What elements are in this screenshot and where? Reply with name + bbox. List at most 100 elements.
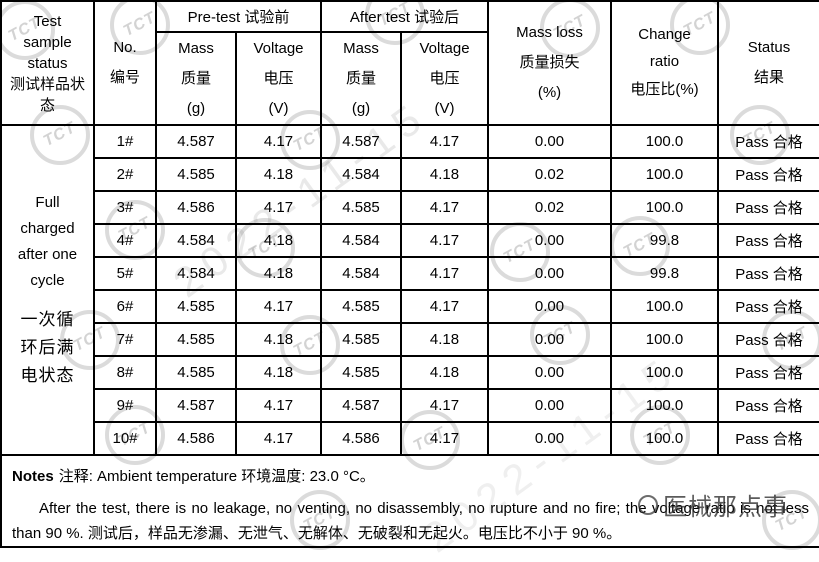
cell-after-voltage: 4.18 [399, 355, 490, 390]
cell-status: Pass 合格 [717, 322, 819, 357]
col-header-pre-voltage: Voltage 电压 (V) [235, 31, 322, 126]
cell-after-mass: 4.585 [320, 190, 402, 225]
header-test-sample-status-zh: 测试样品状态 [10, 75, 86, 114]
cell-pre-voltage: 4.17 [235, 124, 322, 159]
header-test-sample-status-en: Test sample status [23, 12, 72, 72]
cell-mass-loss: 0.00 [487, 388, 613, 423]
sample-status-zh: 一次循环后满电状态 [20, 310, 75, 385]
header-voltage-zh: 电压 [429, 69, 460, 87]
cell-change-ratio: 100.0 [610, 388, 720, 423]
cell-after-mass: 4.587 [320, 388, 402, 423]
header-change-ratio-en: Change ratio [638, 26, 691, 70]
cell-after-mass: 4.585 [320, 355, 402, 390]
notes-row: Notes 注释: Ambient temperature 环境温度: 23.0 … [0, 454, 819, 548]
header-mass-loss-en: Mass loss [516, 24, 583, 41]
header-mass-en: Mass [178, 39, 214, 57]
header-mass-zh: 质量 [345, 69, 376, 87]
cell-pre-mass: 4.587 [155, 388, 237, 423]
notes-line1: Notes 注释: Ambient temperature 环境温度: 23.0 … [12, 465, 809, 489]
notes-label: Notes [12, 468, 54, 485]
col-header-test-sample-status: Test sample status 测试样品状态 [0, 0, 95, 126]
cell-after-mass: 4.584 [320, 223, 402, 258]
cell-no: 3# [93, 190, 157, 225]
cell-mass-loss: 0.02 [487, 157, 613, 192]
cell-pre-voltage: 4.18 [235, 355, 322, 390]
table-row: 4# 4.584 4.18 4.584 4.17 0.00 99.8 Pass 合格 [1, 223, 819, 258]
header-row-1: Test sample status 测试样品状态 No. 编号 Pre-tes… [0, 0, 819, 126]
cell-mass-loss: 0.00 [487, 322, 613, 357]
cell-change-ratio: 100.0 [610, 322, 720, 357]
cell-pre-voltage: 4.18 [235, 223, 322, 258]
cell-pre-mass: 4.586 [155, 421, 237, 456]
col-header-after-mass: Mass 质量 (g) [320, 31, 402, 126]
cell-after-mass: 4.586 [320, 421, 402, 456]
cell-pre-voltage: 4.18 [235, 157, 322, 192]
cell-no: 5# [93, 256, 157, 291]
cell-no: 1# [93, 124, 157, 159]
cell-no: 10# [93, 421, 157, 456]
header-mass-unit: (g) [351, 99, 371, 117]
cell-status: Pass 合格 [717, 223, 819, 258]
notes-line1-text: 注释: Ambient temperature 环境温度: 23.0 °C。 [58, 468, 375, 485]
cell-after-voltage: 4.17 [399, 289, 490, 324]
sample-status-cell: Full charged after one cycle 一次循环后满电状态 [0, 124, 95, 456]
cell-pre-mass: 4.584 [155, 256, 237, 291]
col-header-status: Status 结果 [717, 0, 819, 126]
table-row: 7# 4.585 4.18 4.585 4.18 0.00 100.0 Pass 合格 [1, 322, 819, 357]
cell-pre-mass: 4.585 [155, 289, 237, 324]
cell-no: 9# [93, 388, 157, 423]
header-mass-zh: 质量 [180, 69, 211, 87]
cell-pre-mass: 4.585 [155, 157, 237, 192]
cell-change-ratio: 99.8 [610, 256, 720, 291]
col-header-no: No. 编号 [93, 0, 157, 126]
cell-no: 6# [93, 289, 157, 324]
header-voltage-en: Voltage [419, 39, 470, 57]
table-row: 3# 4.586 4.17 4.585 4.17 0.02 100.0 Pass 合格 [1, 190, 819, 225]
cell-no: 4# [93, 223, 157, 258]
cell-pre-mass: 4.586 [155, 190, 237, 225]
cell-after-voltage: 4.17 [399, 388, 490, 423]
table-row: 10# 4.586 4.17 4.586 4.17 0.00 100.0 Pass 合格 [1, 421, 819, 456]
cell-mass-loss: 0.00 [487, 421, 613, 456]
header-status-en: Status [747, 39, 791, 56]
cell-status: Pass 合格 [717, 355, 819, 390]
table-row: 6# 4.585 4.17 4.585 4.17 0.00 100.0 Pass 合格 [1, 289, 819, 324]
cell-pre-mass: 4.585 [155, 322, 237, 357]
cell-change-ratio: 100.0 [610, 289, 720, 324]
header-voltage-unit: (V) [434, 99, 455, 117]
cell-pre-voltage: 4.18 [235, 322, 322, 357]
cell-after-mass: 4.585 [320, 289, 402, 324]
sample-status-en: Full charged after one cycle [17, 194, 78, 289]
cell-change-ratio: 100.0 [610, 190, 720, 225]
cell-status: Pass 合格 [717, 289, 819, 324]
cell-after-voltage: 4.17 [399, 223, 490, 258]
col-header-after-voltage: Voltage 电压 (V) [399, 31, 490, 126]
cell-pre-mass: 4.587 [155, 124, 237, 159]
cell-after-voltage: 4.17 [399, 256, 490, 291]
cell-after-voltage: 4.17 [399, 421, 490, 456]
cell-no: 7# [93, 322, 157, 357]
cell-change-ratio: 100.0 [610, 124, 720, 159]
cell-change-ratio: 100.0 [610, 157, 720, 192]
cell-mass-loss: 0.00 [487, 223, 613, 258]
test-results-table: Test sample status 测试样品状态 No. 编号 Pre-tes… [0, 0, 819, 548]
col-header-change-ratio: Change ratio 电压比(%) [610, 0, 720, 126]
cell-mass-loss: 0.00 [487, 355, 613, 390]
header-mass-en: Mass [343, 39, 379, 57]
table-row: 9# 4.587 4.17 4.587 4.17 0.00 100.0 Pass 合格 [1, 388, 819, 423]
cell-mass-loss: 0.00 [487, 289, 613, 324]
cell-change-ratio: 100.0 [610, 421, 720, 456]
col-header-after-test: After test 试验后 [319, 0, 490, 33]
table-row: 2# 4.585 4.18 4.584 4.18 0.02 100.0 Pass 合格 [1, 157, 819, 192]
cell-mass-loss: 0.00 [487, 256, 613, 291]
table-row: 8# 4.585 4.18 4.585 4.18 0.00 100.0 Pass 合格 [1, 355, 819, 390]
cell-status: Pass 合格 [717, 157, 819, 192]
cell-pre-voltage: 4.17 [235, 289, 322, 324]
cell-mass-loss: 0.00 [487, 124, 613, 159]
cell-pre-voltage: 4.17 [235, 190, 322, 225]
cell-after-mass: 4.584 [320, 157, 402, 192]
cell-status: Pass 合格 [717, 124, 819, 159]
header-no-zh: 编号 [109, 69, 140, 86]
cell-mass-loss: 0.02 [487, 190, 613, 225]
cell-after-mass: 4.587 [320, 124, 402, 159]
